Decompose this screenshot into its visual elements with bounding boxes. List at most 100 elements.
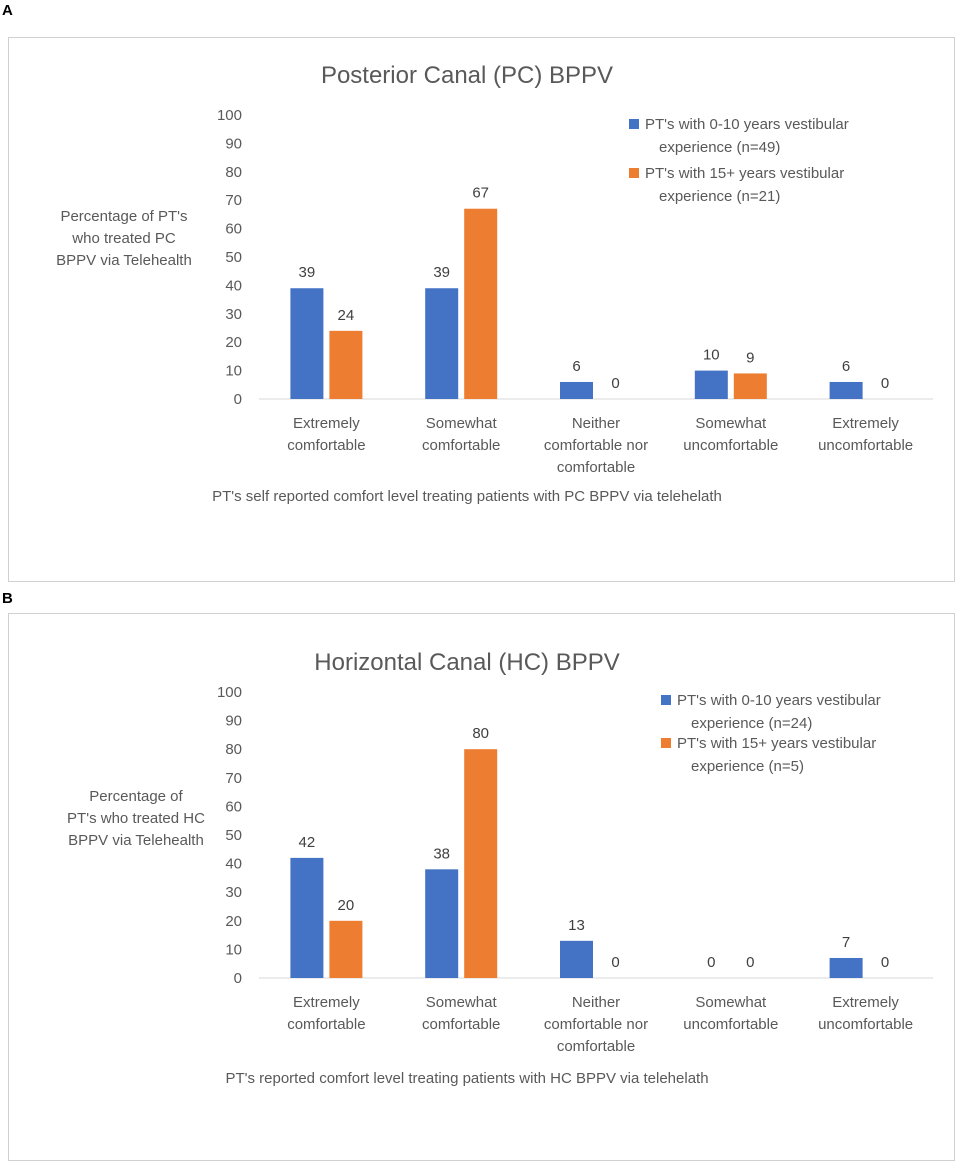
charta-bar-series1-cat2 bbox=[425, 288, 459, 399]
charta-data-label: 39 bbox=[433, 264, 450, 281]
charta-ytick-label: 80 bbox=[225, 164, 242, 181]
chartb-bar-series1-cat2 bbox=[425, 869, 459, 978]
chartb-ytick-label: 40 bbox=[225, 856, 242, 873]
chartb-category-label-line: comfortable bbox=[557, 1038, 635, 1055]
chartb-ytick-label: 80 bbox=[225, 741, 242, 758]
chartb-category-label: Extremely uncomfortable bbox=[818, 994, 913, 1033]
charta-bar-series2-cat2 bbox=[464, 208, 498, 399]
charta-ylabel: Percentage of PT's who treated PC BPPV via… bbox=[56, 208, 192, 269]
chartb-legend-label-line: PT's with 0-10 years vestibular bbox=[677, 692, 881, 709]
charta-category-label-line: comfortable bbox=[422, 437, 500, 454]
chartb-category-label: Extremely comfortable bbox=[287, 994, 365, 1033]
charta-ytick-label: 60 bbox=[225, 221, 242, 238]
chartb-category-label-line: Neither bbox=[572, 994, 620, 1011]
chartb-ylabel-line: BPPV via Telehealth bbox=[68, 832, 204, 849]
charta-bar-series2-cat4 bbox=[733, 373, 767, 399]
chart-a-svg: Posterior Canal (PC) BPPV010203040506070… bbox=[56, 62, 933, 505]
chartb-bar-series1-cat3 bbox=[560, 940, 593, 978]
charta-category-label-line: Extremely bbox=[832, 415, 899, 432]
chartb-bar-series1-cat1 bbox=[290, 857, 324, 978]
charta-data-label: 0 bbox=[881, 375, 889, 392]
chartb-category-label-line: uncomfortable bbox=[818, 1016, 913, 1033]
chartb-ytick-label: 30 bbox=[225, 884, 242, 901]
charta-xlabel: PT's self reported comfort level treatin… bbox=[212, 488, 722, 505]
charta-legend-swatch-2 bbox=[629, 168, 639, 178]
charta-category-label: Somewhat comfortable bbox=[422, 415, 500, 454]
chartb-category-label: Somewhat uncomfortable bbox=[683, 994, 778, 1033]
chartb-ytick-label: 100 bbox=[217, 684, 242, 701]
charta-bar-series1-cat3 bbox=[560, 381, 593, 399]
charta-category-label: Somewhat uncomfortable bbox=[683, 415, 778, 454]
charta-ytick-label: 50 bbox=[225, 249, 242, 266]
chartb-legend-label-line: PT's with 15+ years vestibular bbox=[677, 735, 876, 752]
charta-data-label: 0 bbox=[611, 375, 619, 392]
chart-panel-a: Posterior Canal (PC) BPPV 0 10 20 30 40 50 60 70… bbox=[8, 37, 955, 582]
charta-ytick-label: 0 bbox=[234, 391, 242, 408]
chartb-category-label-line: comfortable bbox=[287, 1016, 365, 1033]
charta-data-label: 9 bbox=[746, 349, 754, 366]
chartb-ylabel-line: PT's who treated HC bbox=[67, 810, 205, 827]
charta-ytick-label: 20 bbox=[225, 334, 242, 351]
charta-category-label-line: uncomfortable bbox=[818, 437, 913, 454]
chartb-legend-label-line: experience (n=5) bbox=[691, 758, 804, 775]
charta-category-label-line: Extremely bbox=[293, 415, 360, 432]
chartb-ytick-label: 20 bbox=[225, 913, 242, 930]
charta-data-label: 6 bbox=[572, 358, 580, 375]
panel-letter-b: B bbox=[2, 590, 13, 607]
charta-bar-series1-cat5 bbox=[829, 381, 863, 399]
chartb-xlabel: PT's reported comfort level treating pat… bbox=[225, 1070, 708, 1087]
chartb-ytick-label: 50 bbox=[225, 827, 242, 844]
charta-title: Posterior Canal (PC) BPPV bbox=[321, 62, 613, 89]
chartb-data-label: 13 bbox=[568, 917, 585, 934]
charta-data-label: 39 bbox=[299, 264, 316, 281]
chartb-data-label: 0 bbox=[611, 954, 619, 971]
charta-bar-series2-cat1 bbox=[329, 330, 363, 399]
chartb-category-label: Neither comfortable nor comfortable bbox=[544, 994, 648, 1055]
charta-ylabel-line: who treated PC bbox=[71, 230, 176, 247]
chartb-category-label-line: comfortable bbox=[422, 1016, 500, 1033]
charta-ytick-label: 40 bbox=[225, 277, 242, 294]
chartb-data-label: 0 bbox=[746, 954, 754, 971]
charta-ylabel-line: BPPV via Telehealth bbox=[56, 252, 192, 269]
charta-legend-label-line: experience (n=49) bbox=[659, 139, 780, 156]
chartb-category-label-line: Extremely bbox=[293, 994, 360, 1011]
chartb-ytick-label: 60 bbox=[225, 798, 242, 815]
charta-data-label: 67 bbox=[472, 185, 489, 202]
chartb-category-label-line: Somewhat bbox=[695, 994, 767, 1011]
chartb-ylabel: Percentage of PT's who treated HC BPPV via… bbox=[67, 788, 205, 849]
chartb-legend-swatch-2 bbox=[661, 738, 671, 748]
charta-category-label-line: comfortable bbox=[287, 437, 365, 454]
charta-legend-label-line: experience (n=21) bbox=[659, 188, 780, 205]
charta-ytick-label: 100 bbox=[217, 107, 242, 124]
chartb-category-label-line: uncomfortable bbox=[683, 1016, 778, 1033]
charta-ylabel-line: Percentage of PT's bbox=[60, 208, 187, 225]
charta-bar-series1-cat4 bbox=[694, 370, 728, 399]
charta-legend-label-line: PT's with 15+ years vestibular bbox=[645, 165, 844, 182]
charta-category-label-line: comfortable nor bbox=[544, 437, 648, 454]
charta-bar-series1-cat1 bbox=[290, 288, 324, 399]
chart-b-svg: Horizontal Canal (HC) BPPV 0 10 20 30 40 50 60 7… bbox=[67, 649, 933, 1087]
chartb-data-label: 38 bbox=[433, 845, 450, 862]
chartb-ylabel-line: Percentage of bbox=[89, 788, 183, 805]
chartb-title: Horizontal Canal (HC) BPPV bbox=[314, 649, 619, 676]
charta-data-label: 24 bbox=[338, 307, 355, 324]
charta-legend-label-1: PT's with 0-10 years vestibular experienc… bbox=[645, 116, 849, 156]
charta-category-label: Extremely uncomfortable bbox=[818, 415, 913, 454]
chartb-legend-label-line: experience (n=24) bbox=[691, 715, 812, 732]
charta-category-label-line: comfortable bbox=[557, 459, 635, 476]
chartb-data-label: 20 bbox=[338, 897, 355, 914]
chartb-bar-series1-cat5 bbox=[829, 957, 863, 978]
chartb-category-label-line: Extremely bbox=[832, 994, 899, 1011]
charta-ytick-label: 70 bbox=[225, 192, 242, 209]
chartb-bar-series2-cat2 bbox=[464, 749, 498, 978]
charta-ytick-label: 30 bbox=[225, 306, 242, 323]
chartb-data-label: 42 bbox=[299, 834, 316, 851]
chartb-ytick-label: 90 bbox=[225, 713, 242, 730]
chartb-legend-label-1: PT's with 0-10 years vestibular experienc… bbox=[677, 692, 881, 732]
charta-ytick-label: 90 bbox=[225, 135, 242, 152]
chartb-ytick-label: 70 bbox=[225, 770, 242, 787]
charta-category-label-line: uncomfortable bbox=[683, 437, 778, 454]
charta-category-label-line: Somewhat bbox=[695, 415, 767, 432]
charta-ytick-label: 10 bbox=[225, 363, 242, 380]
chartb-data-label: 7 bbox=[842, 934, 850, 951]
